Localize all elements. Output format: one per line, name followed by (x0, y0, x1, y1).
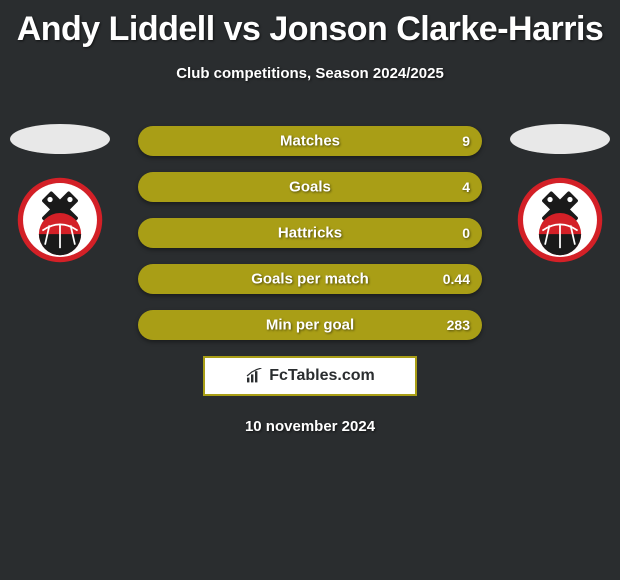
stat-value-right: 9 (462, 133, 470, 149)
stat-row: Goals per match 0.44 (138, 264, 482, 294)
club-badge-left (16, 176, 104, 264)
stat-value-right: 0 (462, 225, 470, 241)
brand-text: FcTables.com (269, 367, 375, 385)
comparison-subtitle: Club competitions, Season 2024/2025 (0, 65, 620, 82)
stat-label: Goals (289, 179, 331, 196)
comparison-title: Andy Liddell vs Jonson Clarke-Harris (0, 0, 620, 49)
comparison-date: 10 november 2024 (0, 418, 620, 435)
stat-row: Goals 4 (138, 172, 482, 202)
stat-value-right: 0.44 (443, 271, 470, 287)
stat-label: Min per goal (266, 317, 354, 334)
player-right-shadow (510, 124, 610, 154)
stat-value-right: 4 (462, 179, 470, 195)
chart-icon (245, 368, 265, 384)
stat-value-right: 283 (447, 317, 470, 333)
club-badge-right (516, 176, 604, 264)
stat-label: Goals per match (251, 271, 369, 288)
brand-box: FcTables.com (203, 356, 417, 396)
stat-label: Matches (280, 133, 340, 150)
stat-label: Hattricks (278, 225, 342, 242)
stat-row: Min per goal 283 (138, 310, 482, 340)
stat-row: Hattricks 0 (138, 218, 482, 248)
player-left-shadow (10, 124, 110, 154)
stat-row: Matches 9 (138, 126, 482, 156)
